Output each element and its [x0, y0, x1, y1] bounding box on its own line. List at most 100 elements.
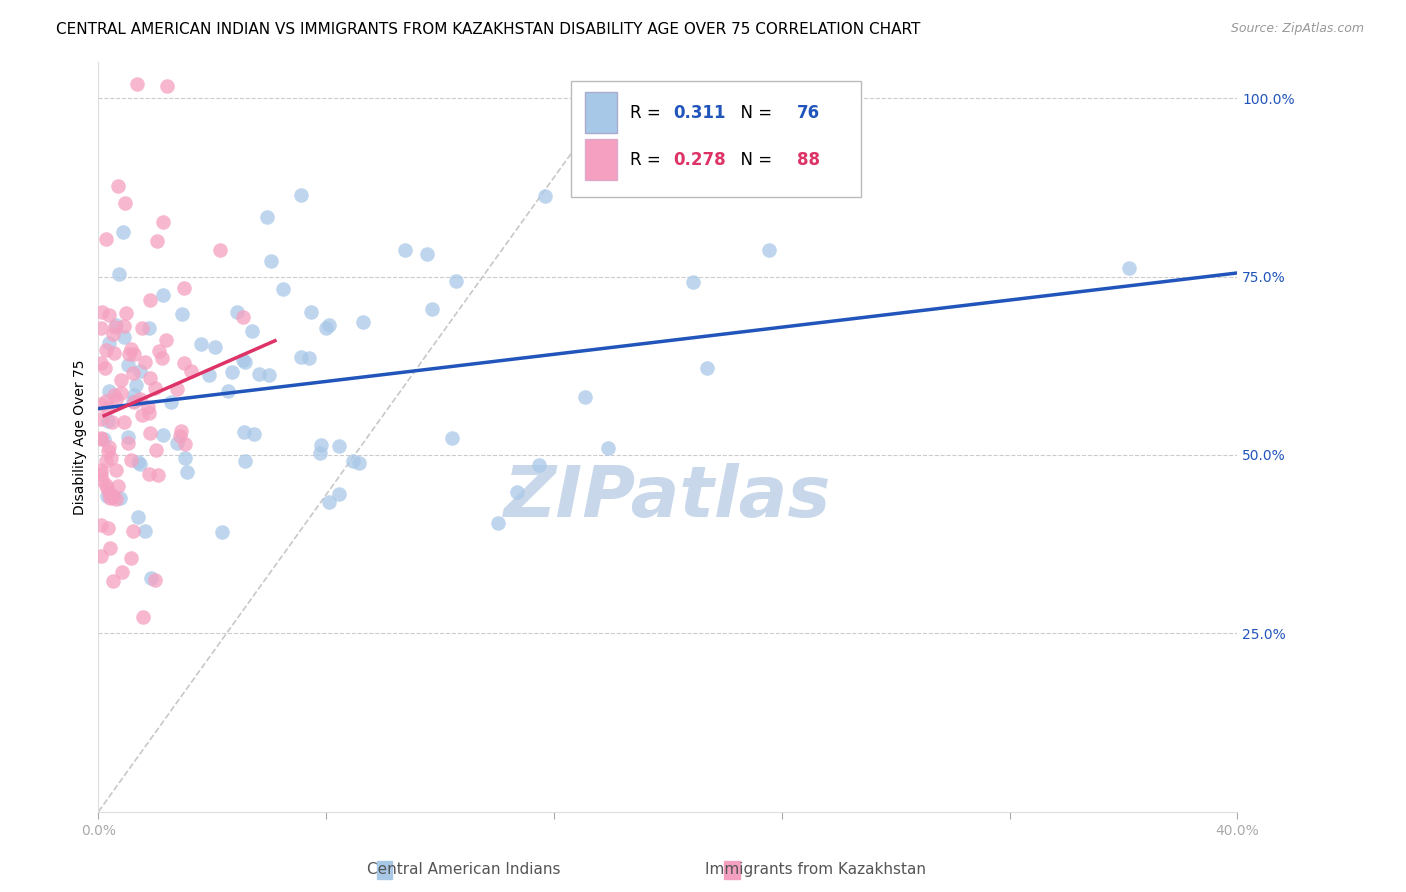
Point [416, 247, 439, 261]
Point [108, 491, 131, 505]
Point [190, 336, 212, 351]
Point [98, 485, 121, 500]
Point [90, 517, 112, 532]
Point [290, 188, 312, 202]
Text: 0.278: 0.278 [673, 151, 725, 169]
Point [117, 430, 139, 444]
Point [96, 481, 118, 495]
Point [112, 225, 135, 239]
Point [100, 491, 122, 505]
Point [98, 541, 121, 555]
Point [112, 319, 135, 334]
Point [122, 394, 145, 409]
Point [758, 243, 780, 257]
Point [117, 358, 139, 372]
Point [118, 347, 141, 361]
Point [574, 390, 596, 404]
Point [596, 442, 619, 456]
Point [90, 473, 112, 487]
Point [114, 415, 136, 429]
Point [308, 446, 330, 460]
Point [256, 211, 278, 225]
Point [225, 305, 247, 319]
Point [138, 406, 160, 420]
Point [173, 356, 195, 370]
Point [150, 351, 173, 365]
Point [94, 232, 117, 246]
Point [232, 425, 254, 439]
Text: N =: N = [731, 103, 778, 121]
Point [110, 385, 132, 400]
Point [243, 427, 266, 442]
Point [94, 393, 117, 408]
Point [148, 343, 170, 358]
Point [271, 282, 294, 296]
Point [486, 516, 509, 530]
Point [93, 361, 115, 376]
Point [174, 451, 197, 466]
Point [180, 364, 202, 378]
Point [290, 350, 312, 364]
Point [96, 489, 118, 503]
Point [94, 343, 117, 358]
Point [242, 324, 264, 338]
Point [91, 304, 114, 318]
Text: 88: 88 [797, 151, 820, 169]
Point [98, 491, 121, 505]
Point [90, 397, 112, 411]
Point [100, 450, 122, 465]
Point [117, 436, 139, 450]
Text: R =: R = [630, 151, 666, 169]
Point [420, 301, 443, 316]
Point [103, 346, 125, 360]
Point [152, 427, 174, 442]
Point [122, 388, 145, 402]
Point [114, 196, 136, 211]
Text: R =: R = [630, 103, 666, 121]
Point [260, 254, 283, 268]
Point [129, 392, 152, 407]
Point [139, 370, 162, 384]
Point [101, 327, 124, 342]
Point [115, 306, 138, 320]
Point [97, 440, 120, 454]
Point [124, 395, 146, 409]
Point [122, 524, 145, 539]
Point [328, 486, 350, 500]
Point [138, 426, 160, 441]
Point [139, 293, 162, 308]
Point [148, 467, 170, 482]
Point [107, 267, 129, 281]
Point [138, 321, 160, 335]
Point [1118, 260, 1140, 275]
Point [110, 373, 132, 387]
Point [696, 361, 718, 376]
Point [104, 320, 127, 334]
Point [682, 275, 704, 289]
Point [173, 280, 195, 294]
Text: Immigrants from Kazakhstan: Immigrants from Kazakhstan [704, 863, 927, 877]
Point [96, 478, 118, 492]
Point [204, 339, 226, 353]
Point [394, 244, 416, 258]
Point [127, 510, 149, 524]
Point [97, 384, 120, 398]
Point [127, 455, 149, 469]
Point [97, 444, 120, 458]
Point [138, 467, 160, 482]
Point [90, 431, 112, 445]
Point [172, 307, 194, 321]
Point [152, 215, 174, 229]
Point [440, 431, 463, 445]
Y-axis label: Disability Age Over 75: Disability Age Over 75 [73, 359, 87, 515]
FancyBboxPatch shape [571, 81, 862, 197]
Point [347, 457, 370, 471]
Point [209, 243, 232, 257]
Point [131, 408, 153, 422]
Point [145, 234, 167, 248]
Point [342, 453, 364, 467]
Point [105, 491, 128, 506]
Bar [585, 139, 617, 180]
Point [90, 432, 112, 446]
Point [125, 77, 148, 91]
